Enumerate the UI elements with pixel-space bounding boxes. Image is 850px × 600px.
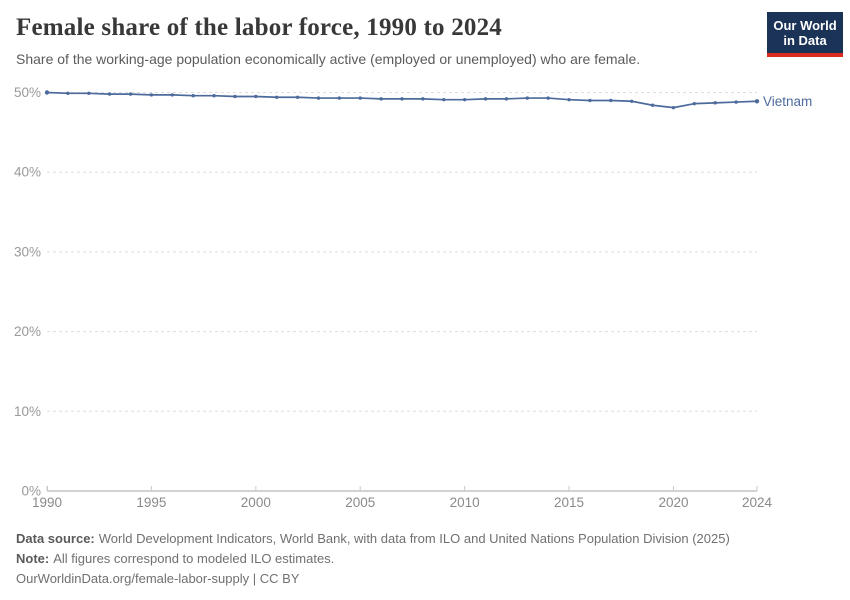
y-tick-label: 50% (14, 85, 41, 100)
data-point[interactable] (588, 98, 592, 103)
data-point[interactable] (754, 99, 760, 104)
data-source-line: Data source: World Development Indicators… (16, 529, 836, 549)
data-source-text: World Development Indicators, World Bank… (98, 531, 730, 546)
data-point[interactable] (149, 93, 154, 97)
data-point[interactable] (44, 90, 50, 95)
data-point[interactable] (212, 93, 216, 98)
data-point[interactable] (295, 95, 300, 99)
data-point[interactable] (671, 105, 676, 110)
data-point[interactable] (66, 91, 70, 95)
data-point[interactable] (442, 97, 446, 102)
data-point[interactable] (107, 92, 112, 96)
data-point[interactable] (713, 101, 717, 105)
chart-subtitle: Share of the working-age population econ… (16, 51, 641, 67)
data-point[interactable] (630, 99, 634, 103)
data-point[interactable] (650, 103, 655, 107)
series-label-vietnam[interactable]: Vietnam (763, 94, 812, 109)
data-point[interactable] (421, 97, 425, 101)
data-point[interactable] (609, 98, 613, 103)
data-point[interactable] (316, 96, 321, 100)
license-separator: | (249, 571, 260, 586)
data-point[interactable] (358, 96, 362, 100)
x-tick-label: 2000 (241, 495, 271, 510)
y-tick-label: 20% (14, 324, 41, 339)
x-tick-label: 1990 (32, 495, 62, 510)
owid-logo[interactable]: Our World in Data (767, 12, 843, 57)
citation-line: OurWorldinData.org/female-labor-supply |… (16, 569, 836, 589)
data-point[interactable] (400, 97, 404, 101)
y-tick-label: 40% (14, 165, 41, 180)
data-point[interactable] (734, 100, 738, 104)
chart-title: Female share of the labor force, 1990 to… (16, 14, 502, 41)
x-tick-label: 1995 (136, 495, 166, 510)
license-label: CC BY (259, 571, 300, 586)
line-chart[interactable]: 0% 10% 20% 30% 40% 50% 1990 1995 2000 2005 2010 201… (0, 0, 850, 520)
data-point[interactable] (233, 94, 237, 99)
data-point[interactable] (275, 95, 279, 99)
x-tick-label: 2020 (658, 495, 688, 510)
data-point[interactable] (483, 97, 488, 101)
data-point[interactable] (462, 97, 467, 102)
data-point[interactable] (379, 97, 383, 101)
owid-url-link[interactable]: OurWorldinData.org/female-labor-supply (16, 571, 250, 586)
data-point[interactable] (567, 97, 571, 102)
data-source-label: Data source: (16, 531, 95, 546)
data-point[interactable] (170, 93, 174, 97)
data-point[interactable] (546, 96, 550, 100)
x-tick-label: 2015 (554, 495, 584, 510)
data-point[interactable] (254, 94, 258, 99)
chart-footer: Data source: World Development Indicators… (16, 529, 836, 589)
data-point[interactable] (504, 97, 509, 101)
data-point[interactable] (87, 91, 91, 95)
y-tick-label: 0% (21, 484, 41, 499)
y-tick-label: 30% (14, 244, 41, 259)
y-tick-label: 10% (14, 404, 41, 419)
data-point[interactable] (191, 93, 195, 98)
x-tick-label: 2024 (742, 495, 773, 510)
data-point[interactable] (692, 101, 697, 106)
data-point[interactable] (337, 96, 342, 100)
x-tick-label: 2005 (345, 495, 375, 510)
note-text: All figures correspond to modeled ILO es… (53, 551, 335, 566)
chart-header: Female share of the labor force, 1990 to… (16, 14, 746, 67)
data-point[interactable] (128, 92, 133, 96)
logo-line-1: Our World (773, 18, 837, 33)
note-line: Note: All figures correspond to modeled I… (16, 549, 836, 569)
note-label: Note: (16, 551, 50, 566)
x-tick-label: 2010 (450, 495, 480, 510)
data-point[interactable] (525, 96, 529, 100)
logo-line-2: in Data (783, 33, 827, 48)
